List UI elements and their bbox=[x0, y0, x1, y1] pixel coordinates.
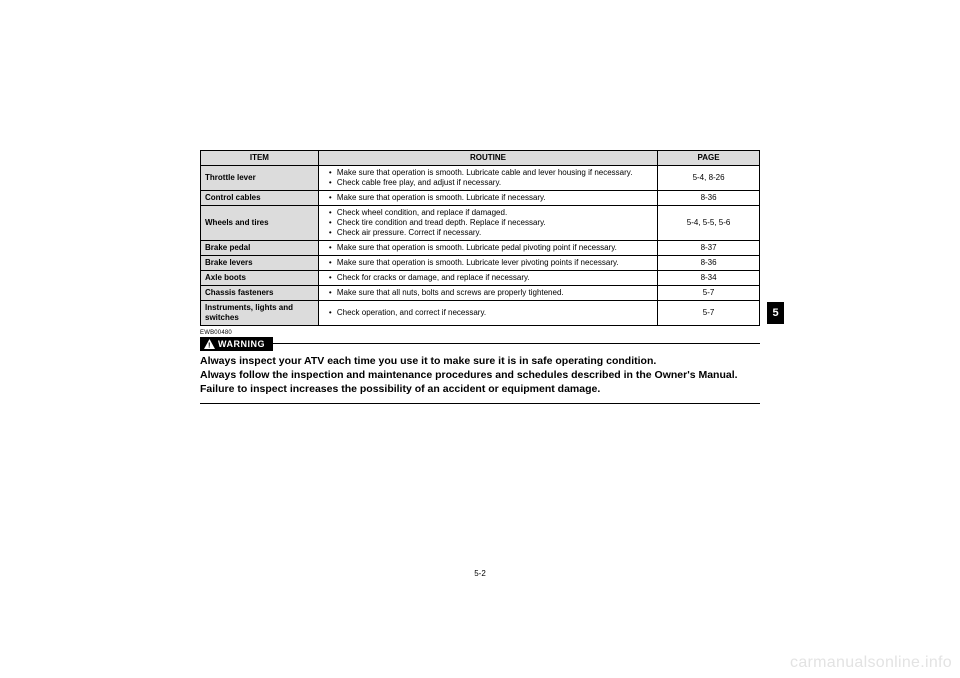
col-header-routine: ROUTINE bbox=[318, 151, 657, 166]
routine-bullet: Check wheel condition, and replace if da… bbox=[331, 208, 653, 218]
table-row: Brake pedal Make sure that operation is s… bbox=[201, 241, 760, 256]
svg-text:!: ! bbox=[208, 341, 211, 349]
warning-badge: ! WARNING bbox=[200, 337, 273, 351]
routine-bullet: Check tire condition and tread depth. Re… bbox=[331, 218, 653, 228]
routine-bullet: Check operation, and correct if necessar… bbox=[331, 308, 653, 318]
routine-bullet: Make sure that operation is smooth. Lubr… bbox=[331, 258, 653, 268]
page-cell: 8-36 bbox=[658, 191, 760, 206]
warning-line-1: Always inspect your ATV each time you us… bbox=[200, 354, 760, 368]
routine-bullet: Make sure that operation is smooth. Lubr… bbox=[331, 168, 653, 178]
routine-cell: Check for cracks or damage, and replace … bbox=[318, 271, 657, 286]
routine-cell: Make sure that all nuts, bolts and screw… bbox=[318, 286, 657, 301]
page-cell: 5-7 bbox=[658, 301, 760, 326]
routine-cell: Make sure that operation is smooth. Lubr… bbox=[318, 191, 657, 206]
item-cell: Throttle lever bbox=[201, 166, 319, 191]
routine-cell: Make sure that operation is smooth. Lubr… bbox=[318, 241, 657, 256]
bottom-rule bbox=[200, 403, 760, 404]
routine-cell: Make sure that operation is smooth. Lubr… bbox=[318, 166, 657, 191]
doc-code: EWB00480 bbox=[200, 330, 760, 336]
warning-bar: ! WARNING bbox=[200, 337, 760, 351]
table-row: Instruments, lights and switches Check op… bbox=[201, 301, 760, 326]
page-cell: 8-36 bbox=[658, 256, 760, 271]
table-row: Brake levers Make sure that operation is … bbox=[201, 256, 760, 271]
warning-triangle-icon: ! bbox=[204, 339, 215, 349]
table-row: Control cables Make sure that operation i… bbox=[201, 191, 760, 206]
page-cell: 5-4, 5-5, 5-6 bbox=[658, 206, 760, 241]
routine-bullet: Check cable free play, and adjust if nec… bbox=[331, 178, 653, 188]
table-row: Wheels and tires Check wheel condition, a… bbox=[201, 206, 760, 241]
warning-line-2: Always follow the inspection and mainten… bbox=[200, 368, 760, 396]
routine-cell: Check wheel condition, and replace if da… bbox=[318, 206, 657, 241]
page-cell: 5-4, 8-26 bbox=[658, 166, 760, 191]
table-body: Throttle lever Make sure that operation i… bbox=[201, 166, 760, 326]
item-cell: Instruments, lights and switches bbox=[201, 301, 319, 326]
item-cell: Brake pedal bbox=[201, 241, 319, 256]
routine-bullet: Make sure that operation is smooth. Lubr… bbox=[331, 243, 653, 253]
col-header-item: ITEM bbox=[201, 151, 319, 166]
routine-cell: Make sure that operation is smooth. Lubr… bbox=[318, 256, 657, 271]
item-cell: Chassis fasteners bbox=[201, 286, 319, 301]
chapter-tab: 5 bbox=[767, 302, 784, 324]
item-cell: Wheels and tires bbox=[201, 206, 319, 241]
col-header-page: PAGE bbox=[658, 151, 760, 166]
warning-text: Always inspect your ATV each time you us… bbox=[200, 354, 760, 397]
routine-bullet: Check air pressure. Correct if necessary… bbox=[331, 228, 653, 238]
warning-label: WARNING bbox=[218, 339, 265, 349]
routine-bullet: Make sure that operation is smooth. Lubr… bbox=[331, 193, 653, 203]
item-cell: Axle boots bbox=[201, 271, 319, 286]
routine-bullet: Make sure that all nuts, bolts and screw… bbox=[331, 288, 653, 298]
manual-page: ITEM ROUTINE PAGE Throttle lever Make sur… bbox=[200, 150, 760, 404]
routine-cell: Check operation, and correct if necessar… bbox=[318, 301, 657, 326]
table-row: Axle boots Check for cracks or damage, an… bbox=[201, 271, 760, 286]
item-cell: Control cables bbox=[201, 191, 319, 206]
table-row: Chassis fasteners Make sure that all nuts… bbox=[201, 286, 760, 301]
page-number: 5-2 bbox=[0, 569, 960, 578]
routine-bullet: Check for cracks or damage, and replace … bbox=[331, 273, 653, 283]
page-cell: 5-7 bbox=[658, 286, 760, 301]
warning-rule bbox=[273, 337, 760, 344]
table-header-row: ITEM ROUTINE PAGE bbox=[201, 151, 760, 166]
table-row: Throttle lever Make sure that operation i… bbox=[201, 166, 760, 191]
inspection-table: ITEM ROUTINE PAGE Throttle lever Make sur… bbox=[200, 150, 760, 326]
item-cell: Brake levers bbox=[201, 256, 319, 271]
page-cell: 8-37 bbox=[658, 241, 760, 256]
page-cell: 8-34 bbox=[658, 271, 760, 286]
watermark: carmanualsonline.info bbox=[790, 654, 952, 672]
